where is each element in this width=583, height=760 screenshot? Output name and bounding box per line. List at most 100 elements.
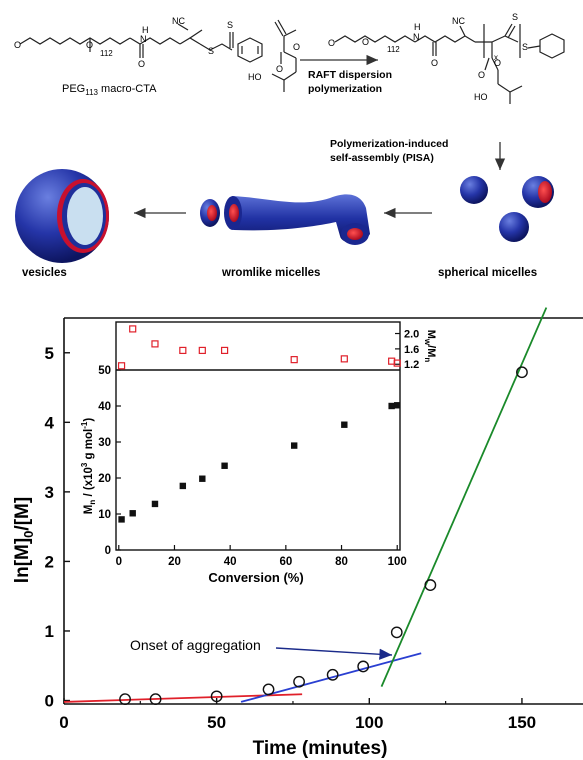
repeat-subscript: x xyxy=(494,53,498,62)
worm-micelle-illustration xyxy=(200,194,370,245)
inset-y-tick-label: 10 xyxy=(98,509,111,521)
atom-label: N xyxy=(413,32,420,42)
atom-label: NC xyxy=(172,16,185,26)
atom-label: HO xyxy=(474,92,488,102)
pdi-point xyxy=(129,325,137,333)
inset-frame xyxy=(115,321,401,551)
inset-border xyxy=(115,321,401,551)
worm-micelles-label: wromlike micelles xyxy=(221,267,320,279)
repeat-subscript: 112 xyxy=(387,45,400,54)
x-tick-label: 50 xyxy=(207,713,226,732)
mn-point xyxy=(394,402,401,409)
inset-background xyxy=(114,321,402,551)
macro-cta-structure xyxy=(19,23,263,63)
data-point xyxy=(293,675,305,688)
atom-label: H xyxy=(414,22,421,32)
pdi-point xyxy=(198,346,206,355)
onset-annotation-arrow xyxy=(275,647,393,660)
data-point xyxy=(516,366,528,379)
x-tick-label: 100 xyxy=(355,713,383,732)
atom-label: N xyxy=(140,34,147,44)
pdi-tick-label: 1.6 xyxy=(404,344,419,356)
data-point xyxy=(262,683,275,696)
repeat-subscript: 112 xyxy=(100,49,113,58)
data-point xyxy=(326,668,339,681)
inset-x-axis-label: Conversion (%) xyxy=(208,570,303,585)
pdi-tick-label: 1.2 xyxy=(404,359,419,371)
atom-label: O xyxy=(138,59,145,69)
data-point xyxy=(119,693,131,706)
atom-label: H xyxy=(142,25,149,35)
data-point xyxy=(357,660,370,673)
main-data-points xyxy=(119,366,528,706)
mn-point xyxy=(151,500,159,508)
atom-label: O xyxy=(431,58,438,68)
hpma-monomer-structure xyxy=(271,19,297,92)
atom-label: O xyxy=(86,40,93,50)
y-tick-label: 4 xyxy=(45,413,55,432)
inset-y-tick-label: 20 xyxy=(98,473,111,485)
inset-x-tick-label: 40 xyxy=(224,556,237,568)
pdi-point xyxy=(290,356,298,364)
data-point xyxy=(210,690,223,703)
inset-y-tick-label: 40 xyxy=(98,401,111,413)
atom-label: O xyxy=(478,70,485,80)
y-tick-label: 5 xyxy=(45,344,54,363)
inset-x-tick-label: 80 xyxy=(335,556,348,568)
atom-label: O xyxy=(14,40,21,50)
mn-point xyxy=(388,402,395,410)
main-y-axis-label: ln[M]0/[M] xyxy=(12,497,36,583)
atom-label: HO xyxy=(248,72,262,82)
pdi-point xyxy=(151,340,159,348)
y-tick-label: 0 xyxy=(45,692,54,711)
x-tick-label: 150 xyxy=(508,713,536,732)
pisa-label-line1: Polymerization-induced xyxy=(330,138,448,150)
mn-point xyxy=(290,442,298,449)
inset-x-tick-label: 0 xyxy=(116,556,122,568)
pisa-label-line2: self-assembly (PISA) xyxy=(330,152,434,164)
y-tick-label: 3 xyxy=(45,483,54,502)
atom-label: NC xyxy=(452,16,465,26)
inset-x-tick-label: 100 xyxy=(388,556,407,568)
atom-label: S xyxy=(208,46,214,56)
inset-x-tick-label: 20 xyxy=(168,556,181,568)
pdi-tick-label: 2.0 xyxy=(404,329,419,341)
pdi-point xyxy=(393,359,401,367)
atom-label: O xyxy=(328,38,335,48)
spherical-micelles-label: spherical micelles xyxy=(438,267,537,279)
fit-line-2 xyxy=(380,307,548,687)
inset-x-tick-label: 60 xyxy=(279,556,292,568)
inset-y-axis-label: Mn / (x103 g mol-1) xyxy=(80,418,97,515)
atom-label: S xyxy=(522,42,528,52)
y-tick-label: 2 xyxy=(45,552,54,571)
vesicle-illustration xyxy=(15,169,109,263)
reaction-scheme: O O 112 H N O NC S S PEG113 macro-CTA O … xyxy=(14,12,565,279)
vesicles-label: vesicles xyxy=(22,267,67,279)
macro-cta-label: PEG113 macro-CTA xyxy=(62,83,157,97)
mn-point xyxy=(179,482,187,490)
pdi-point xyxy=(117,362,126,370)
main-x-axis-label: Time (minutes) xyxy=(253,738,388,759)
inset-pdi-points xyxy=(117,325,401,370)
atom-label: S xyxy=(227,20,233,30)
inset-y-tick-label: 30 xyxy=(98,437,111,449)
data-point xyxy=(424,579,437,591)
inset-y-tick-label: 50 xyxy=(98,365,111,377)
main-plot-frame xyxy=(63,317,583,705)
mn-point xyxy=(221,462,228,469)
pdi-point xyxy=(179,346,187,355)
mn-point xyxy=(118,516,125,523)
data-point xyxy=(390,626,403,639)
pdi-axis-label: Mw/Mn xyxy=(423,330,437,363)
inset-y-tick-label: 0 xyxy=(105,545,111,557)
atom-label: O xyxy=(362,37,369,47)
inset-axis-ticks: 0 20 40 60 80 100 0 10 20 30 40 50 xyxy=(98,365,407,568)
pdi-point xyxy=(340,355,348,363)
onset-annotation-label: Onset of aggregation xyxy=(130,637,261,653)
pdi-point xyxy=(220,346,229,355)
atom-label: O xyxy=(494,58,501,68)
x-tick-label: 0 xyxy=(59,713,68,732)
inset-pdi-ticks: 1.2 1.6 2.0 xyxy=(395,329,419,371)
